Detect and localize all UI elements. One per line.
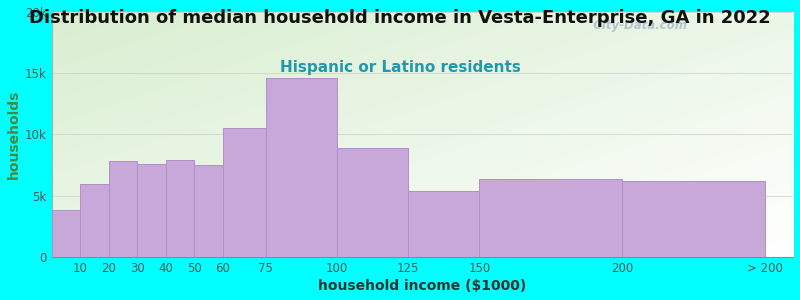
Y-axis label: households: households: [7, 90, 21, 179]
Bar: [408, 191, 479, 257]
Text: City-Data.com: City-Data.com: [586, 19, 687, 32]
Text: Distribution of median household income in Vesta-Enterprise, GA in 2022: Distribution of median household income …: [29, 9, 771, 27]
Bar: [622, 181, 765, 257]
Bar: [166, 160, 194, 257]
Bar: [337, 148, 408, 257]
Text: Hispanic or Latino residents: Hispanic or Latino residents: [279, 60, 521, 75]
Bar: [138, 164, 166, 257]
Bar: [266, 78, 337, 257]
Bar: [80, 184, 109, 257]
Bar: [479, 178, 622, 257]
X-axis label: household income ($1000): household income ($1000): [318, 279, 526, 293]
Bar: [194, 165, 222, 257]
Bar: [222, 128, 266, 257]
Bar: [109, 161, 138, 257]
Bar: [52, 211, 80, 257]
